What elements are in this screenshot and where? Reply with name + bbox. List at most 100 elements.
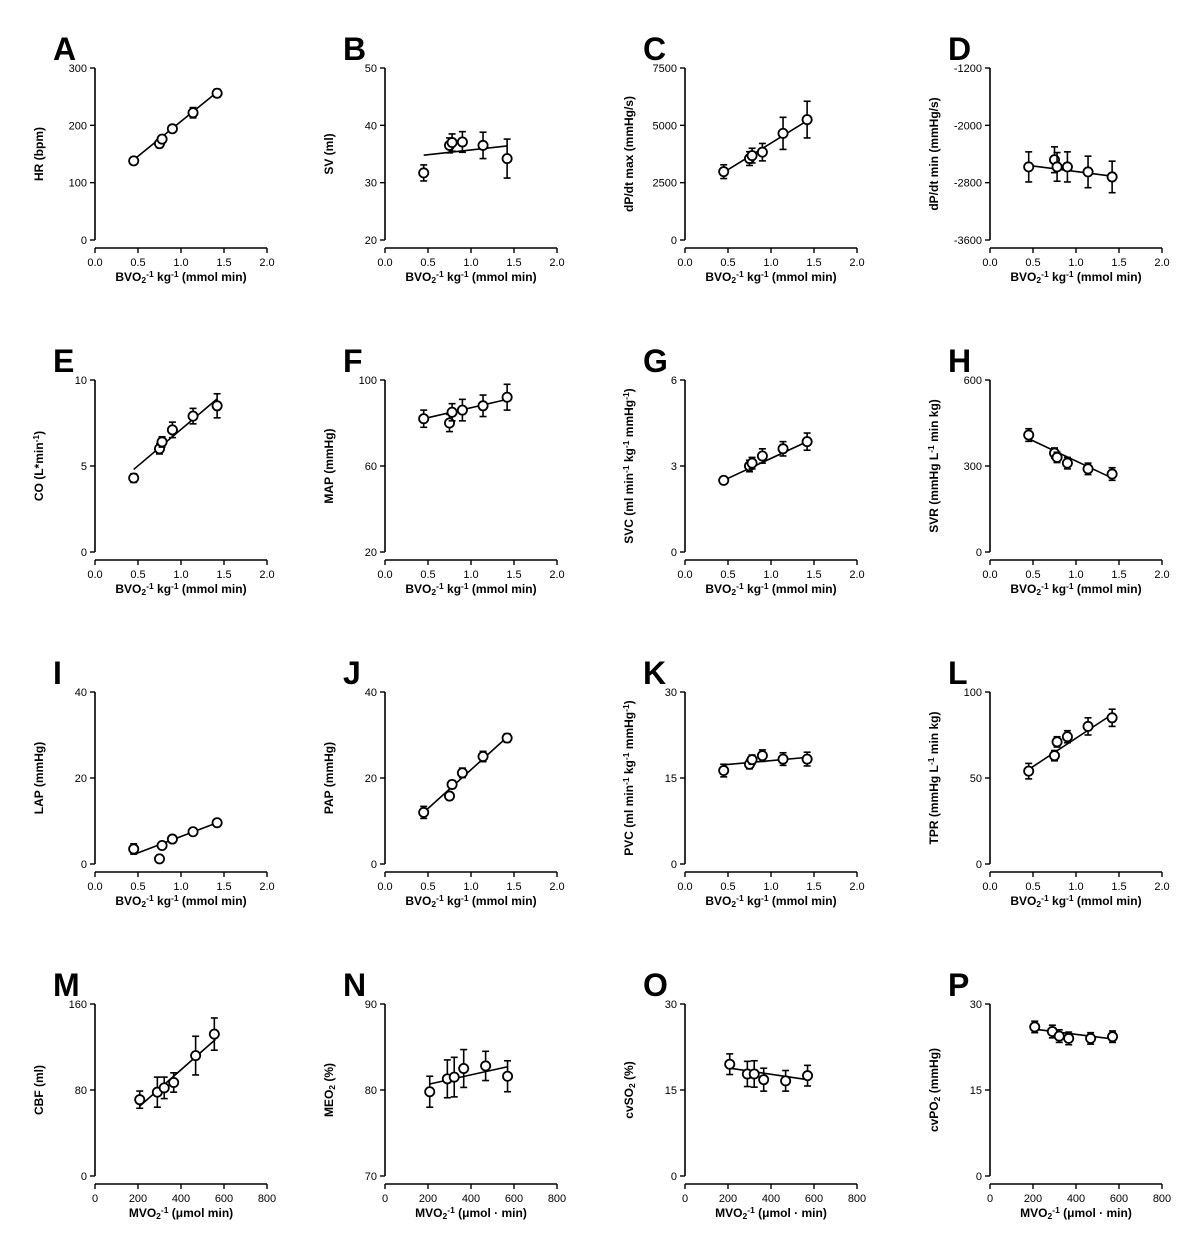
- x-label-n-pre: MVO: [415, 1206, 442, 1220]
- x-label-d-sup1: -1: [1041, 269, 1049, 279]
- x-label-e-sup1: -1: [146, 581, 154, 591]
- x-label-c-post: (mmol min: [769, 270, 833, 284]
- x-label-o-post: (μmol · min: [755, 1206, 823, 1220]
- y-tick-label-n: 70: [365, 1171, 377, 1183]
- y-axis-label-i: LAP (mmHg): [32, 742, 46, 814]
- y-tick-label-l: 0: [976, 859, 982, 871]
- x-tick-label-l: 0.5: [1025, 881, 1040, 893]
- x-label-h-sub: 2: [1036, 587, 1041, 597]
- data-point-a: [187, 107, 199, 119]
- data-point-l: [1051, 736, 1063, 748]
- y-axis-label-e: CO (L*min-1): [31, 431, 46, 501]
- y-tick-label-l: 100: [964, 687, 982, 699]
- x-label-c-pre: BVO: [705, 270, 731, 284]
- y-tick-label-b: 30: [365, 178, 377, 190]
- data-point-l: [1023, 765, 1035, 777]
- x-tick-label-o: 800: [848, 1193, 866, 1205]
- x-label-a-post: (mmol min: [179, 270, 243, 284]
- x-tick-label-b: 1.0: [463, 257, 478, 269]
- x-label-b-sub: 2: [431, 275, 436, 285]
- y-axis-label-h: SVR (mmHg L-1 min kg): [926, 399, 941, 533]
- x-tick-label-b: 1.5: [506, 257, 521, 269]
- y-tick-label-f: 60: [365, 461, 377, 473]
- data-point-n: [424, 1086, 436, 1098]
- x-label-i-sup1: -1: [146, 893, 154, 903]
- y-axis-label-m: CBF (ml): [32, 1065, 46, 1115]
- panel-letter-o: O: [643, 967, 668, 1003]
- x-label-e-post: (mmol min: [179, 582, 243, 596]
- y-tick-label-k: 15: [665, 773, 677, 785]
- x-tick-label-j: 0.5: [420, 881, 435, 893]
- y-label-a-text: HR (bpm): [32, 127, 46, 181]
- x-tick-label-k: 1.5: [806, 881, 821, 893]
- y-axis-label-j: PAP (mmHg): [322, 742, 336, 814]
- y-axis-label-p: cvPO2 (mmHg): [927, 1048, 942, 1132]
- y-tick-label-f: 20: [365, 547, 377, 559]
- x-tick-label-g: 1.5: [806, 569, 821, 581]
- x-label-o-sub: 2: [743, 1211, 748, 1221]
- x-label-g-sup1: -1: [736, 581, 744, 591]
- y-tick-label-j: 40: [365, 687, 377, 699]
- y-tick-label-h: 600: [964, 375, 982, 387]
- x-tick-label-p: 0: [987, 1193, 993, 1205]
- y-tick-label-o: 15: [665, 1085, 677, 1097]
- x-tick-label-p: 400: [1067, 1193, 1085, 1205]
- data-point-m: [190, 1050, 202, 1062]
- x-axis-label-b: BVO2-1 kg-1 (mmol min): [405, 269, 536, 285]
- panel-letter-l: L: [948, 655, 968, 691]
- data-point-c: [777, 127, 789, 139]
- data-point-c: [718, 166, 730, 178]
- x-label-l-sup1: -1: [1041, 893, 1049, 903]
- data-point-a: [211, 87, 223, 99]
- x-label-h-sup2: -1: [1066, 581, 1074, 591]
- x-axis-label-a: BVO2-1 kg-1 (mmol min): [115, 269, 246, 285]
- x-tick-label-c: 0.5: [720, 257, 735, 269]
- data-point-l: [1061, 731, 1073, 743]
- x-label-f-post: (mmol min: [469, 582, 533, 596]
- x-label-k-sup2: -1: [761, 893, 769, 903]
- data-point-f: [501, 391, 513, 403]
- data-point-p: [1107, 1031, 1119, 1043]
- y-label-h-sup: -1: [926, 445, 936, 453]
- x-tick-label-h: 2.0: [1154, 569, 1169, 581]
- y-label-p-post: (mmHg): [927, 1048, 941, 1097]
- x-label-h-post: (mmol min: [1074, 582, 1138, 596]
- regression-line-g: [723, 440, 808, 482]
- x-label-o-sup1: -1: [747, 1205, 755, 1215]
- data-point-j: [501, 732, 513, 744]
- x-label-f-sup2: -1: [461, 581, 469, 591]
- x-tick-label-c: 1.0: [763, 257, 778, 269]
- data-point-l: [1049, 750, 1061, 762]
- x-label-l-end: ): [1138, 894, 1142, 908]
- regression-line-l: [1028, 713, 1113, 771]
- data-point-k: [746, 754, 758, 766]
- x-label-g-post: (mmol min: [769, 582, 833, 596]
- data-point-i: [128, 843, 140, 855]
- x-label-d-end: ): [1138, 270, 1142, 284]
- data-point-d: [1082, 166, 1094, 178]
- x-axis-label-e: BVO2-1 kg-1 (mmol min): [115, 581, 246, 597]
- y-tick-label-f: 100: [359, 375, 377, 387]
- data-point-n: [458, 1063, 470, 1075]
- data-point-j: [446, 778, 458, 790]
- panel-letter-i: I: [53, 655, 62, 691]
- data-point-h: [1023, 429, 1035, 441]
- x-tick-label-h: 1.5: [1111, 569, 1126, 581]
- x-label-f-sup1: -1: [436, 581, 444, 591]
- x-tick-label-b: 2.0: [549, 257, 564, 269]
- x-label-a-sub: 2: [141, 275, 146, 285]
- y-label-g-post: ): [622, 388, 636, 392]
- data-point-d: [1023, 161, 1035, 173]
- x-label-i-post: (mmol min: [179, 894, 243, 908]
- x-label-j-end: ): [533, 894, 537, 908]
- data-point-k: [756, 750, 768, 762]
- x-label-e-sup2: -1: [171, 581, 179, 591]
- y-tick-label-j: 0: [371, 859, 377, 871]
- x-label-l-mid: kg: [1049, 894, 1066, 908]
- x-tick-label-a: 0.0: [87, 257, 102, 269]
- x-label-e-sub: 2: [141, 587, 146, 597]
- x-tick-label-p: 800: [1153, 1193, 1171, 1205]
- x-tick-label-a: 0.5: [130, 257, 145, 269]
